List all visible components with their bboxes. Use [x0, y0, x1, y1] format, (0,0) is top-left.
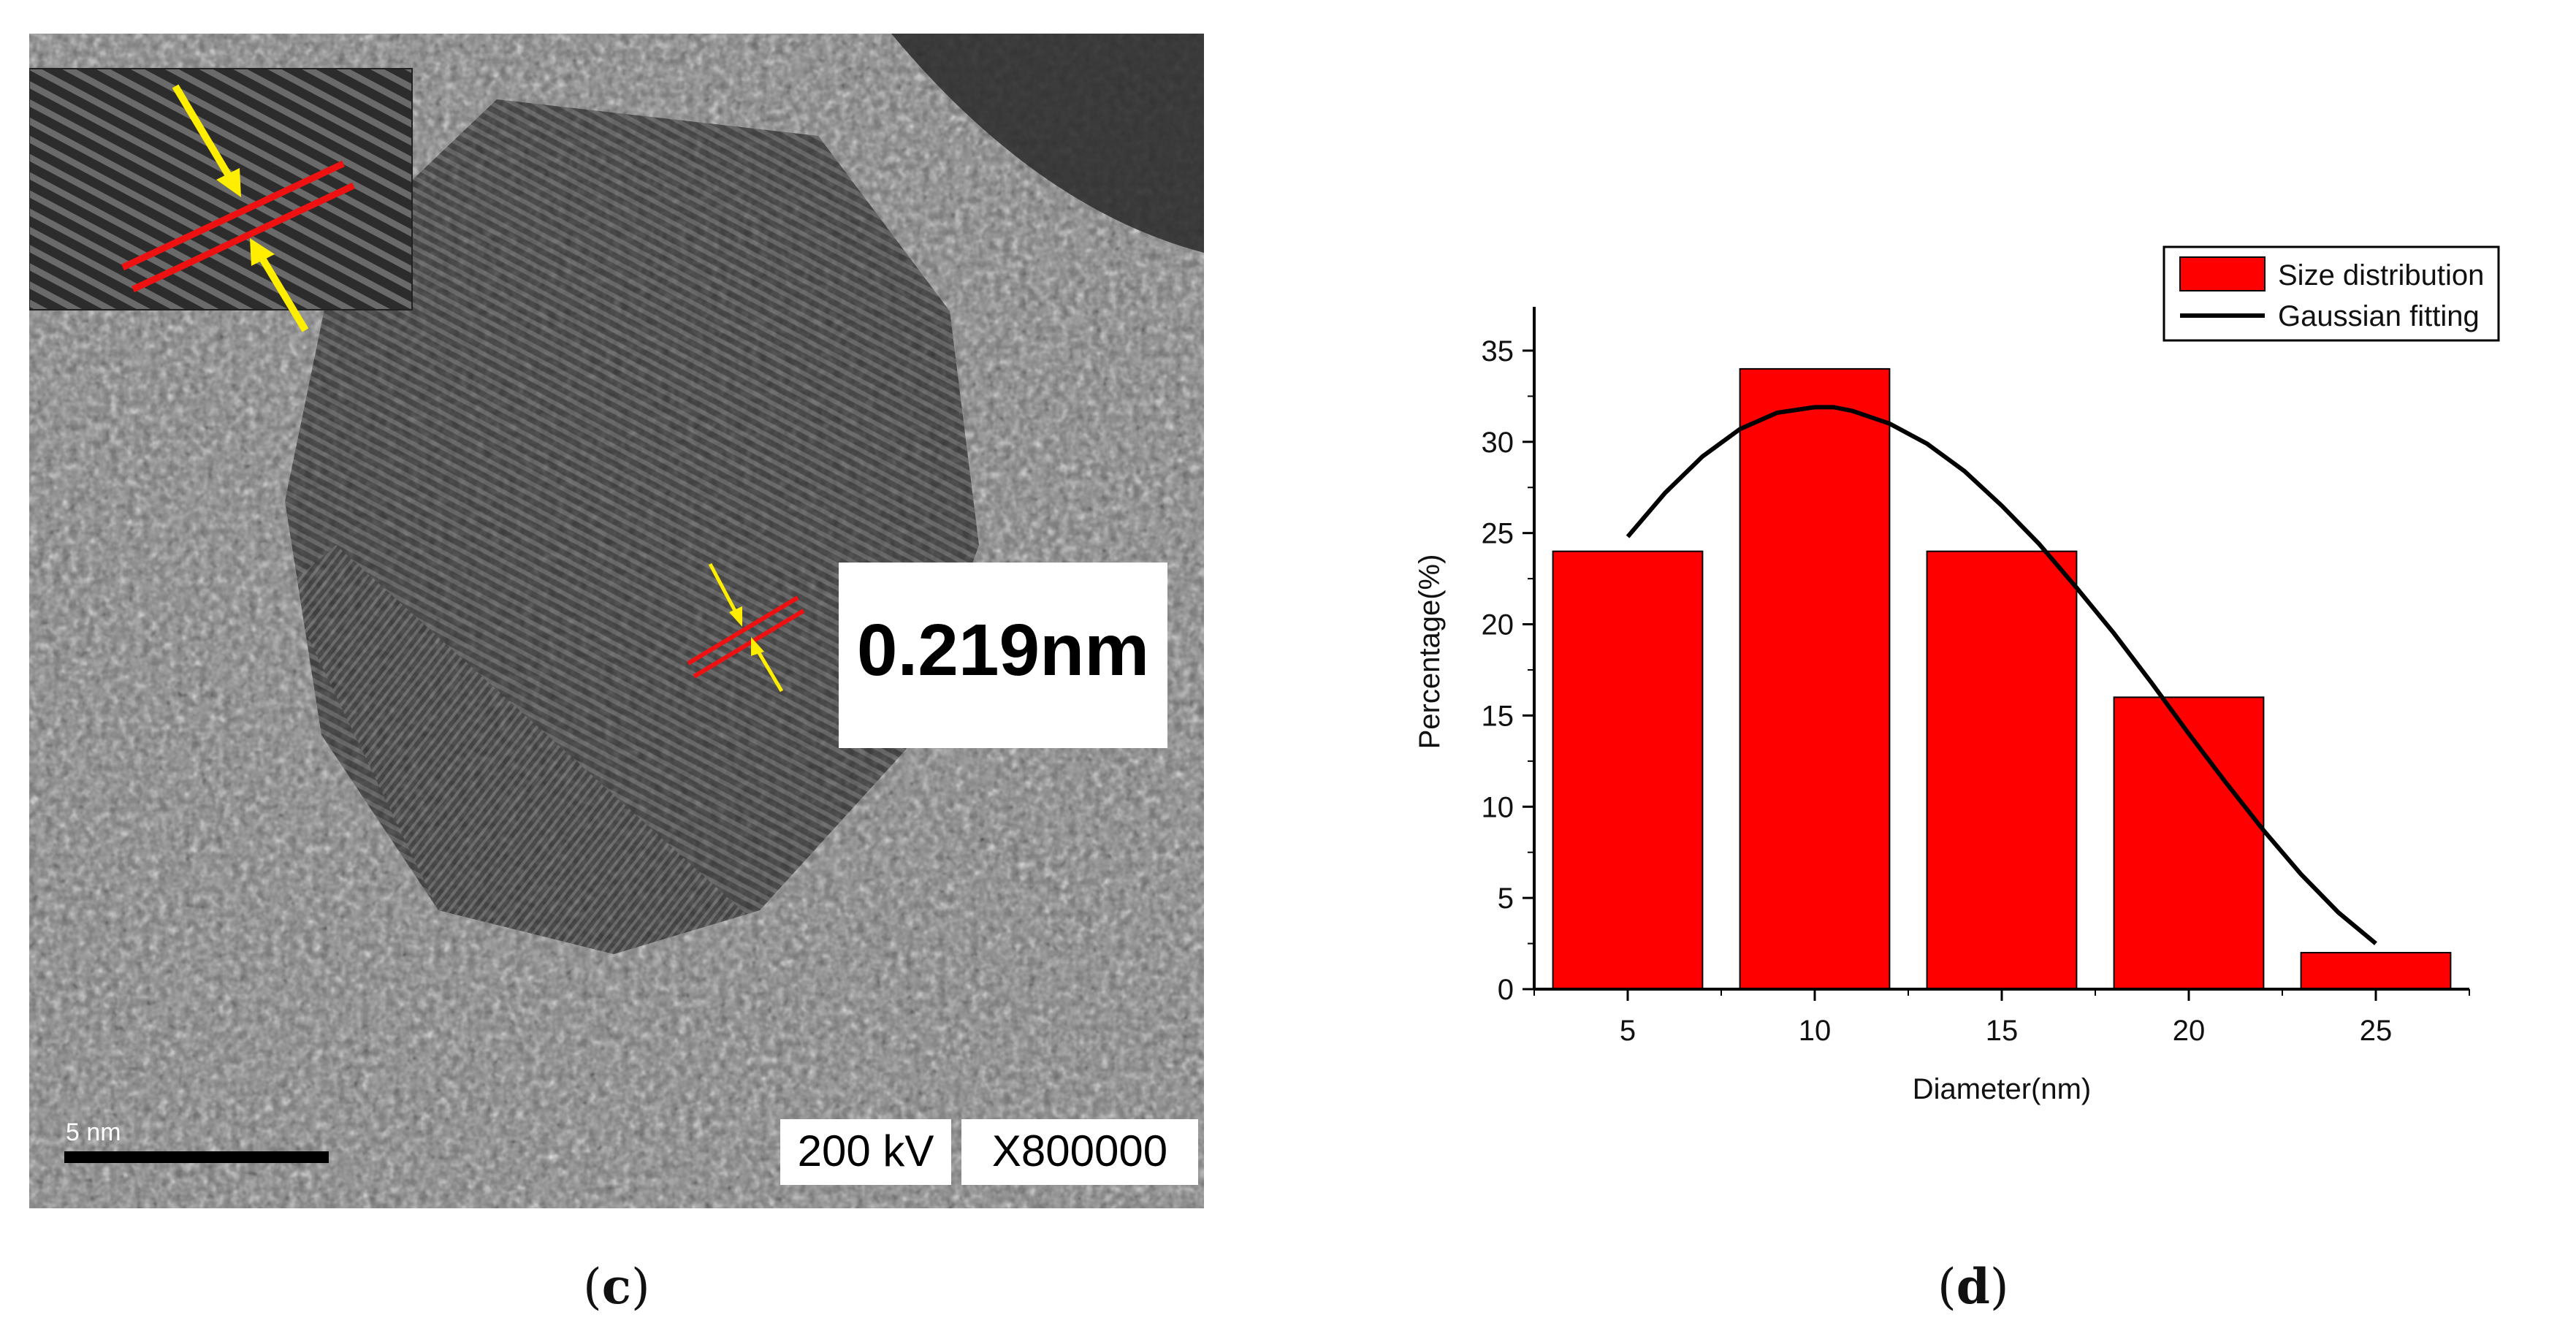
y-tick-label-10: 10: [1482, 791, 1514, 823]
x-tick-label-20: 20: [2173, 1015, 2206, 1047]
y-tick-label-20: 20: [1482, 609, 1514, 641]
x-tick-label-10: 10: [1799, 1015, 1832, 1047]
panel-c-caption: (c): [583, 1258, 650, 1315]
y-tick-label-0: 0: [1498, 974, 1514, 1006]
legend-entry-size-distribution: Size distribution: [2278, 259, 2484, 291]
legend-entry-gaussian-fitting: Gaussian fitting: [2278, 300, 2480, 332]
y-axis-label: Percentage(%): [1414, 554, 1446, 750]
y-tick-label-5: 5: [1498, 882, 1514, 915]
gaussian-fit-line: [1626, 405, 2377, 945]
fringe-inset: [28, 68, 413, 332]
fringe-marker: [687, 563, 805, 693]
inset-arrow-lower: [250, 238, 309, 332]
y-tick-label-25: 25: [1482, 518, 1514, 550]
magnification-label: X800000: [992, 1126, 1167, 1175]
bar-5: [1552, 550, 1704, 991]
panel-d-caption: (d): [1937, 1258, 2009, 1315]
scale-bar-label: 5 nm: [66, 1118, 121, 1146]
scale-bar: 5 nm: [64, 1118, 329, 1163]
bar-10: [1739, 367, 1891, 990]
inset-fringe-line-lower: [132, 182, 355, 293]
tem-micrograph: 0.219nm 5 nm 200 kV X800000: [28, 34, 1204, 1208]
x-axis-label: Diameter(nm): [1913, 1073, 2091, 1105]
size-distribution-chart: 0 5 10 15 20 25 30 35 5 10 15 20 25 Percentage(%) Di…: [1388, 219, 2513, 1154]
y-tick-label-15: 15: [1482, 700, 1514, 732]
bar-20: [2113, 696, 2265, 990]
panel-d-letter: d: [1956, 1258, 1990, 1315]
voltage-box: [780, 1119, 951, 1185]
legend-bar-swatch: [2179, 256, 2266, 291]
x-tick-label-5: 5: [1620, 1015, 1636, 1047]
inset-arrow-upper: [172, 84, 241, 197]
inset-fringe-line-upper: [121, 160, 345, 271]
panel-c-letter: c: [601, 1258, 631, 1315]
lattice-spacing-box: [839, 563, 1167, 748]
x-tick-label-25: 25: [2360, 1015, 2393, 1047]
tem-dark-corner: [891, 34, 1204, 253]
y-tick-label-35: 35: [1482, 335, 1514, 367]
voltage-label: 200 kV: [798, 1126, 934, 1175]
bar-15: [1926, 550, 2078, 991]
chart-svg: 0 5 10 15 20 25 30 35 5 10 15 20 25 Percentage(%) Di…: [1414, 245, 2500, 1105]
legend: Size distribution Gaussian fitting: [2162, 245, 2500, 342]
tem-image-panel: 0.219nm 5 nm 200 kV X800000: [28, 34, 1204, 1208]
bar-25: [2300, 952, 2452, 991]
magnification-box: [961, 1119, 1198, 1185]
x-tick-label-15: 15: [1986, 1015, 2019, 1047]
lattice-spacing-label: 0.219nm: [857, 609, 1149, 691]
y-tick-label-30: 30: [1482, 427, 1514, 459]
